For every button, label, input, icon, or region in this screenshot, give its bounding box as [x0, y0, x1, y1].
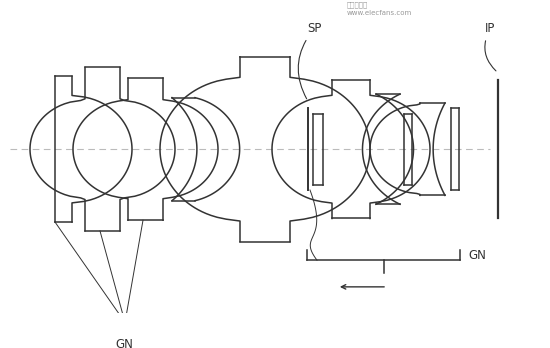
- Text: 电子发烧友
www.elecfans.com: 电子发烧友 www.elecfans.com: [346, 2, 412, 16]
- Text: GN: GN: [468, 249, 486, 262]
- Text: SP: SP: [298, 22, 321, 99]
- Text: GN: GN: [115, 338, 133, 348]
- Text: IP: IP: [485, 22, 496, 71]
